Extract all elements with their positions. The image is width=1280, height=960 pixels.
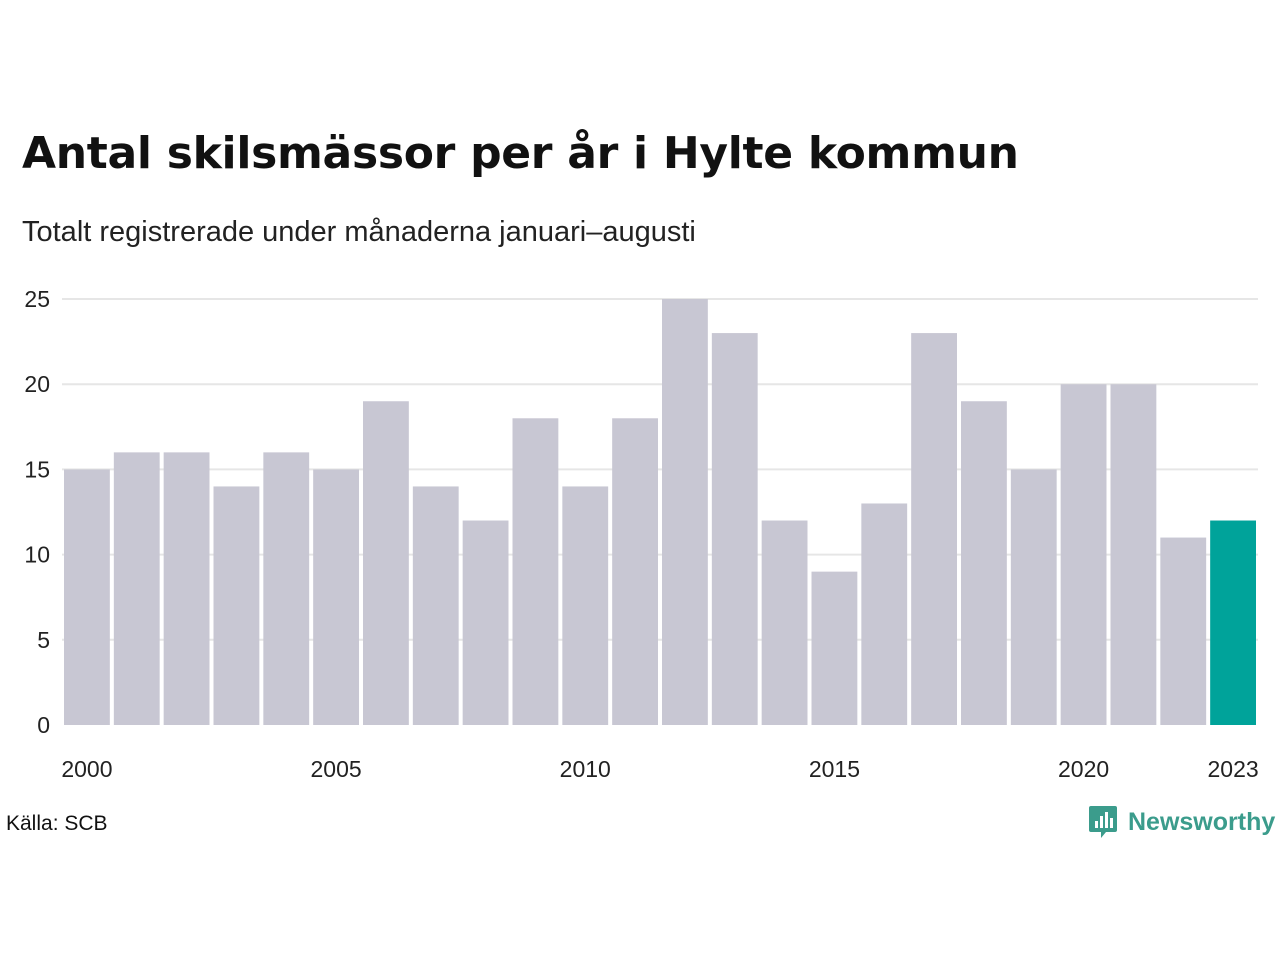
bar-2003 — [213, 486, 260, 725]
bar-2005 — [313, 469, 359, 725]
y-tick-label: 25 — [24, 286, 50, 312]
bar-2007 — [412, 486, 459, 725]
bar-2000 — [64, 469, 110, 725]
y-tick-label: 5 — [37, 627, 50, 653]
bar-2013 — [711, 333, 758, 725]
bar-2010 — [562, 486, 609, 725]
bar-2020 — [1060, 384, 1107, 725]
x-tick-label: 2023 — [1207, 756, 1258, 782]
bar-2002 — [163, 452, 210, 725]
bar-2021 — [1110, 384, 1157, 725]
bar-2023 — [1210, 520, 1256, 725]
y-tick-label: 0 — [37, 712, 50, 738]
bar-2009 — [512, 418, 559, 725]
y-tick-label: 15 — [24, 456, 50, 482]
bar-2012 — [662, 299, 708, 725]
bar-2011 — [612, 418, 658, 725]
bar-2006 — [363, 401, 409, 725]
bar-2018 — [961, 401, 1007, 725]
brand-name: Newsworthy — [1128, 807, 1276, 836]
bar-2017 — [911, 333, 957, 725]
x-tick-label: 2005 — [310, 756, 361, 782]
gridlines — [62, 298, 1258, 641]
brand-logo: Newsworthy — [1088, 804, 1275, 840]
bars — [64, 299, 1256, 725]
bar-2022 — [1160, 537, 1207, 725]
chart-title: Antal skilsmässor per år i Hylte kommun — [22, 128, 1019, 179]
y-tick-label: 10 — [24, 542, 50, 568]
x-tick-label: 2010 — [560, 756, 611, 782]
bar-2008 — [462, 520, 509, 725]
bar-2014 — [761, 520, 808, 725]
bar-2004 — [263, 452, 310, 725]
x-tick-label: 2015 — [809, 756, 860, 782]
bar-2019 — [1010, 469, 1057, 725]
x-tick-label: 2020 — [1058, 756, 1109, 782]
newsworthy-logo-icon — [1089, 806, 1117, 838]
bar-2016 — [861, 503, 908, 725]
x-axis-ticks: 2000 2005 2010 2015 2020 2023 — [61, 756, 1258, 782]
bar-2001 — [113, 452, 160, 725]
bar-chart: 0 5 10 15 20 25 2000 2005 2010 2015 2020 2023 — [24, 286, 1258, 782]
y-axis-ticks: 0 5 10 15 20 25 — [24, 286, 50, 738]
y-tick-label: 20 — [24, 371, 50, 397]
source-note: Källa: SCB — [6, 812, 108, 835]
chart-subtitle: Totalt registrerade under månaderna janu… — [22, 216, 696, 248]
x-tick-label: 2000 — [61, 756, 112, 782]
bar-2015 — [811, 571, 858, 725]
